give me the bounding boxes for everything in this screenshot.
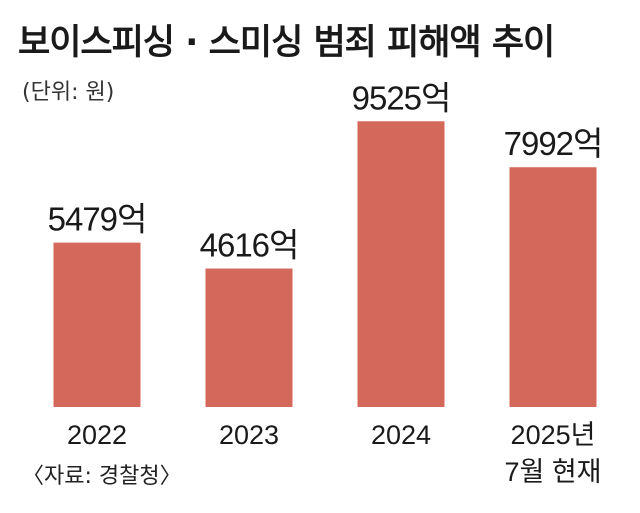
bar-value-label-2: 9525억	[352, 79, 451, 116]
bar-1	[205, 268, 293, 407]
x-tick-label-1: 2023	[219, 420, 279, 450]
bar-3	[509, 167, 597, 407]
source-label: 〈자료: 경찰청〉	[22, 464, 182, 489]
bar-2	[357, 121, 445, 407]
x-tick-label-2: 2024	[371, 420, 431, 450]
unit-label: (단위: 원)	[22, 80, 115, 105]
bar-value-label-3: 7992억	[504, 125, 603, 162]
x-tick-label-0: 2022	[67, 420, 127, 450]
bar-value-label-0: 5479억	[48, 201, 147, 238]
chart-title: 보이스피싱 · 스미싱 범죄 피해액 추이	[18, 23, 555, 63]
bar-0	[53, 242, 141, 407]
bar-value-label-1: 4616억	[200, 227, 299, 264]
x-tick-label-3-line1: 7월 현재	[504, 457, 601, 487]
x-tick-label-3: 2025년	[511, 420, 596, 450]
